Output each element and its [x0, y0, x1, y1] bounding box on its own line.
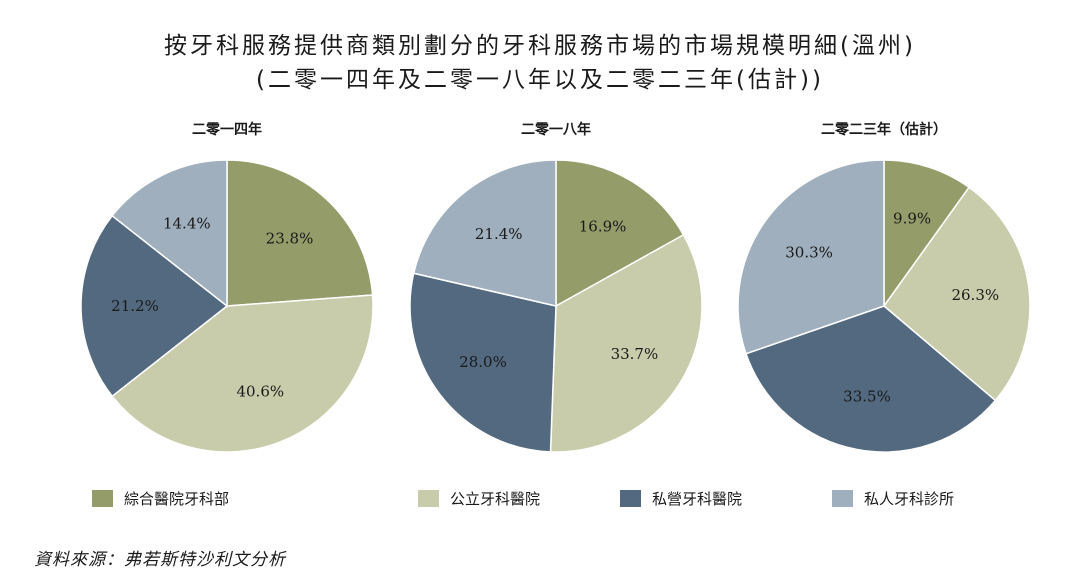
legend-label: 私人牙科診所 — [864, 489, 955, 508]
pie-slice — [111, 159, 228, 308]
legend-swatch — [92, 489, 113, 507]
slice-label: 23.8% — [266, 230, 314, 248]
pie-title: 二零一八年 — [521, 121, 591, 138]
legend-label: 公立牙科醫院 — [450, 489, 541, 508]
pie-chart: 二零二三年（估計） 9.9% 26.3% 33.5% 30.3% — [737, 121, 1031, 453]
legend: 綜合醫院牙科部 公立牙科醫院 私營牙科醫院 私人牙科診所 — [0, 486, 1080, 510]
slice-label: 14.4% — [163, 214, 211, 232]
slice-label: 30.3% — [785, 244, 833, 262]
pie-slice — [883, 159, 971, 309]
pie-title: 二零二三年（估計） — [821, 121, 947, 138]
slice-label: 28.0% — [459, 353, 507, 371]
slice-label: 40.6% — [236, 383, 284, 401]
slice-label: 9.9% — [893, 209, 931, 227]
pie-slice — [80, 214, 229, 398]
pie-title: 二零一四年 — [192, 121, 262, 138]
legend-item: 公立牙科醫院 — [418, 486, 540, 510]
legend-label: 私營牙科醫院 — [652, 489, 743, 508]
slice-label: 26.3% — [951, 286, 999, 304]
source-note: 資料來源：弗若斯特沙利文分析 — [34, 550, 286, 570]
chart-title: 按牙科服務提供商類別劃分的牙科服務市場的市場規模明細(溫州) — [164, 33, 916, 59]
legend-swatch — [620, 489, 641, 507]
pie-slice — [111, 294, 374, 453]
legend-item: 私營牙科醫院 — [620, 486, 742, 510]
legend-swatch — [418, 489, 439, 507]
slice-label: 33.5% — [843, 387, 891, 405]
pie-slice — [555, 159, 685, 308]
legend-item: 私人牙科診所 — [832, 486, 954, 510]
slice-label: 16.9% — [579, 218, 627, 236]
pie-slice — [549, 233, 703, 453]
pie-chart: 二零一八年 16.9% 33.7% 28.0% 21.4% — [409, 121, 703, 453]
pie-chart: 二零一四年 23.8% 40.6% 21.2% 14.4% — [80, 121, 374, 453]
slice-label: 21.4% — [475, 225, 523, 243]
legend-swatch — [832, 489, 853, 507]
legend-label: 綜合醫院牙科部 — [124, 489, 230, 508]
pie-slice — [226, 159, 374, 307]
pie-slice — [745, 305, 997, 453]
pie-slice — [409, 272, 557, 453]
legend-item: 綜合醫院牙科部 — [92, 486, 229, 510]
chart-subtitle: (二零一四年及二零一八年以及二零二三年(估計)) — [256, 67, 824, 93]
pie-slice — [412, 159, 557, 307]
pie-slice — [737, 159, 885, 355]
slice-label: 21.2% — [111, 297, 159, 315]
slice-label: 33.7% — [611, 345, 659, 363]
pie-slice — [882, 186, 1031, 402]
